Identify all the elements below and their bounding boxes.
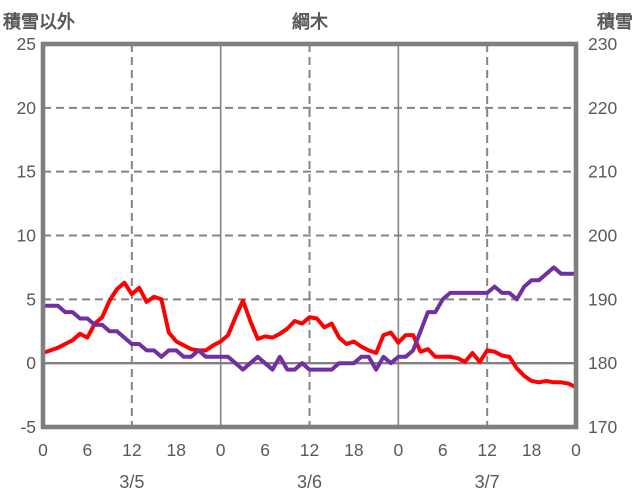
x-axis-date-label: 3/6 <box>297 472 322 492</box>
x-axis-date-label: 3/7 <box>475 472 500 492</box>
chart-title: 綱木 <box>292 11 329 32</box>
right-axis-tick-label: 200 <box>588 226 617 246</box>
x-axis-tick-label: 0 <box>393 440 403 460</box>
right-axis-tick-label: 210 <box>588 162 617 182</box>
left-axis-tick-label: 0 <box>26 353 36 373</box>
x-axis-tick-label: 6 <box>438 440 448 460</box>
left-axis-tick-label: 15 <box>17 162 36 182</box>
left-axis-title: 積雪以外 <box>2 11 75 32</box>
right-axis-tick-label: 190 <box>588 289 617 309</box>
x-axis-tick-label: 6 <box>83 440 93 460</box>
purple-series-line <box>41 265 578 372</box>
left-axis-tick-label: -5 <box>20 417 36 437</box>
x-axis-tick-label: 12 <box>300 440 319 460</box>
left-axis-tick-label: 10 <box>17 226 37 246</box>
x-axis-tick-label: 12 <box>122 440 141 460</box>
x-axis-date-label: 3/5 <box>119 472 144 492</box>
right-axis-tick-label: 220 <box>588 98 617 118</box>
red-series-line <box>41 280 578 390</box>
right-axis-title: 積雪 <box>596 11 633 32</box>
right-axis-tick-label: 230 <box>588 34 617 54</box>
left-axis-tick-label: 5 <box>26 289 36 309</box>
plot-border-layer <box>40 41 579 430</box>
plot-border <box>40 41 579 430</box>
x-axis-tick-label: 0 <box>571 440 581 460</box>
x-axis-tick-label: 18 <box>167 440 186 460</box>
right-axis-tick-label: 170 <box>588 417 617 437</box>
x-axis-tick-label: 0 <box>38 440 48 460</box>
right-axis-tick-label: 180 <box>588 353 617 373</box>
x-axis-tick-label: 18 <box>522 440 541 460</box>
x-axis-tick-label: 18 <box>344 440 363 460</box>
x-axis-tick-label: 0 <box>216 440 226 460</box>
left-axis-tick-label: 25 <box>17 34 36 54</box>
series-layer <box>41 265 578 390</box>
x-axis-tick-label: 12 <box>477 440 496 460</box>
x-axis-tick-label: 6 <box>260 440 270 460</box>
gridlines-layer <box>43 44 576 427</box>
left-axis-tick-label: 20 <box>17 98 37 118</box>
